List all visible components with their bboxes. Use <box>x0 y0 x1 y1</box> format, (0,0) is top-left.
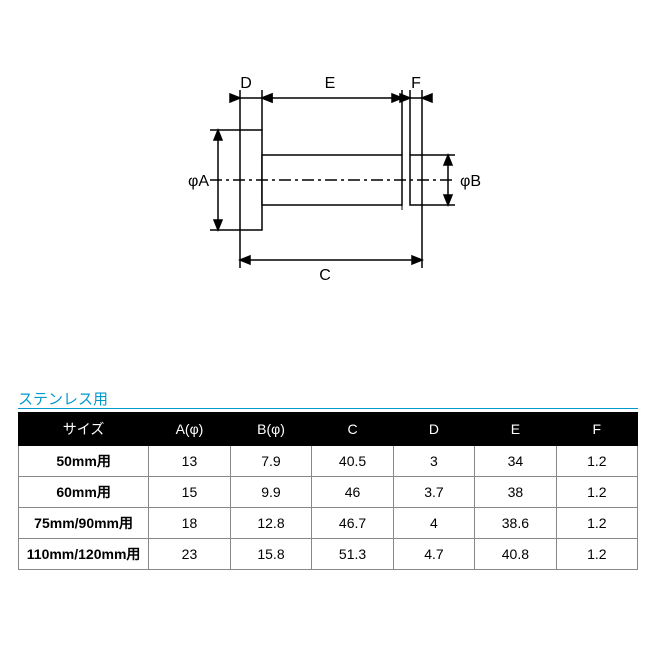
col-header: B(φ) <box>230 413 312 446</box>
cell: 34 <box>475 446 557 477</box>
cell: 50mm用 <box>19 446 149 477</box>
label-E: E <box>325 75 336 92</box>
table-row: 110mm/120mm用 23 15.8 51.3 4.7 40.8 1.2 <box>19 539 638 570</box>
cell: 7.9 <box>230 446 312 477</box>
cell: 1.2 <box>556 446 637 477</box>
cell: 75mm/90mm用 <box>19 508 149 539</box>
cell: 12.8 <box>230 508 312 539</box>
col-header: サイズ <box>19 413 149 446</box>
cell: 4.7 <box>393 539 474 570</box>
cell: 1.2 <box>556 539 637 570</box>
cell: 3.7 <box>393 477 474 508</box>
cell: 15.8 <box>230 539 312 570</box>
cell: 13 <box>149 446 231 477</box>
cell: 40.8 <box>475 539 557 570</box>
label-phiB: φB <box>460 173 481 190</box>
cell: 3 <box>393 446 474 477</box>
section-title: ステンレス用 <box>18 388 108 409</box>
cell: 4 <box>393 508 474 539</box>
technical-diagram: φA φB C D E F <box>170 60 490 300</box>
col-header: C <box>312 413 394 446</box>
label-C: C <box>319 267 331 284</box>
col-header: A(φ) <box>149 413 231 446</box>
table-header-row: サイズ A(φ) B(φ) C D E F <box>19 413 638 446</box>
label-F: F <box>411 75 421 92</box>
cell: 46.7 <box>312 508 394 539</box>
cell: 60mm用 <box>19 477 149 508</box>
cell: 40.5 <box>312 446 394 477</box>
cell: 51.3 <box>312 539 394 570</box>
cell: 23 <box>149 539 231 570</box>
cell: 15 <box>149 477 231 508</box>
cell: 110mm/120mm用 <box>19 539 149 570</box>
cell: 9.9 <box>230 477 312 508</box>
table-row: 60mm用 15 9.9 46 3.7 38 1.2 <box>19 477 638 508</box>
label-D: D <box>240 75 252 92</box>
cell: 1.2 <box>556 508 637 539</box>
col-header: D <box>393 413 474 446</box>
cell: 46 <box>312 477 394 508</box>
cell: 38.6 <box>475 508 557 539</box>
cell: 38 <box>475 477 557 508</box>
title-underline <box>18 408 638 409</box>
cell: 18 <box>149 508 231 539</box>
col-header: F <box>556 413 637 446</box>
table-row: 50mm用 13 7.9 40.5 3 34 1.2 <box>19 446 638 477</box>
dimensions-table: サイズ A(φ) B(φ) C D E F 50mm用 13 7.9 40.5 … <box>18 412 638 570</box>
col-header: E <box>475 413 557 446</box>
cell: 1.2 <box>556 477 637 508</box>
table-row: 75mm/90mm用 18 12.8 46.7 4 38.6 1.2 <box>19 508 638 539</box>
label-phiA: φA <box>188 173 209 190</box>
